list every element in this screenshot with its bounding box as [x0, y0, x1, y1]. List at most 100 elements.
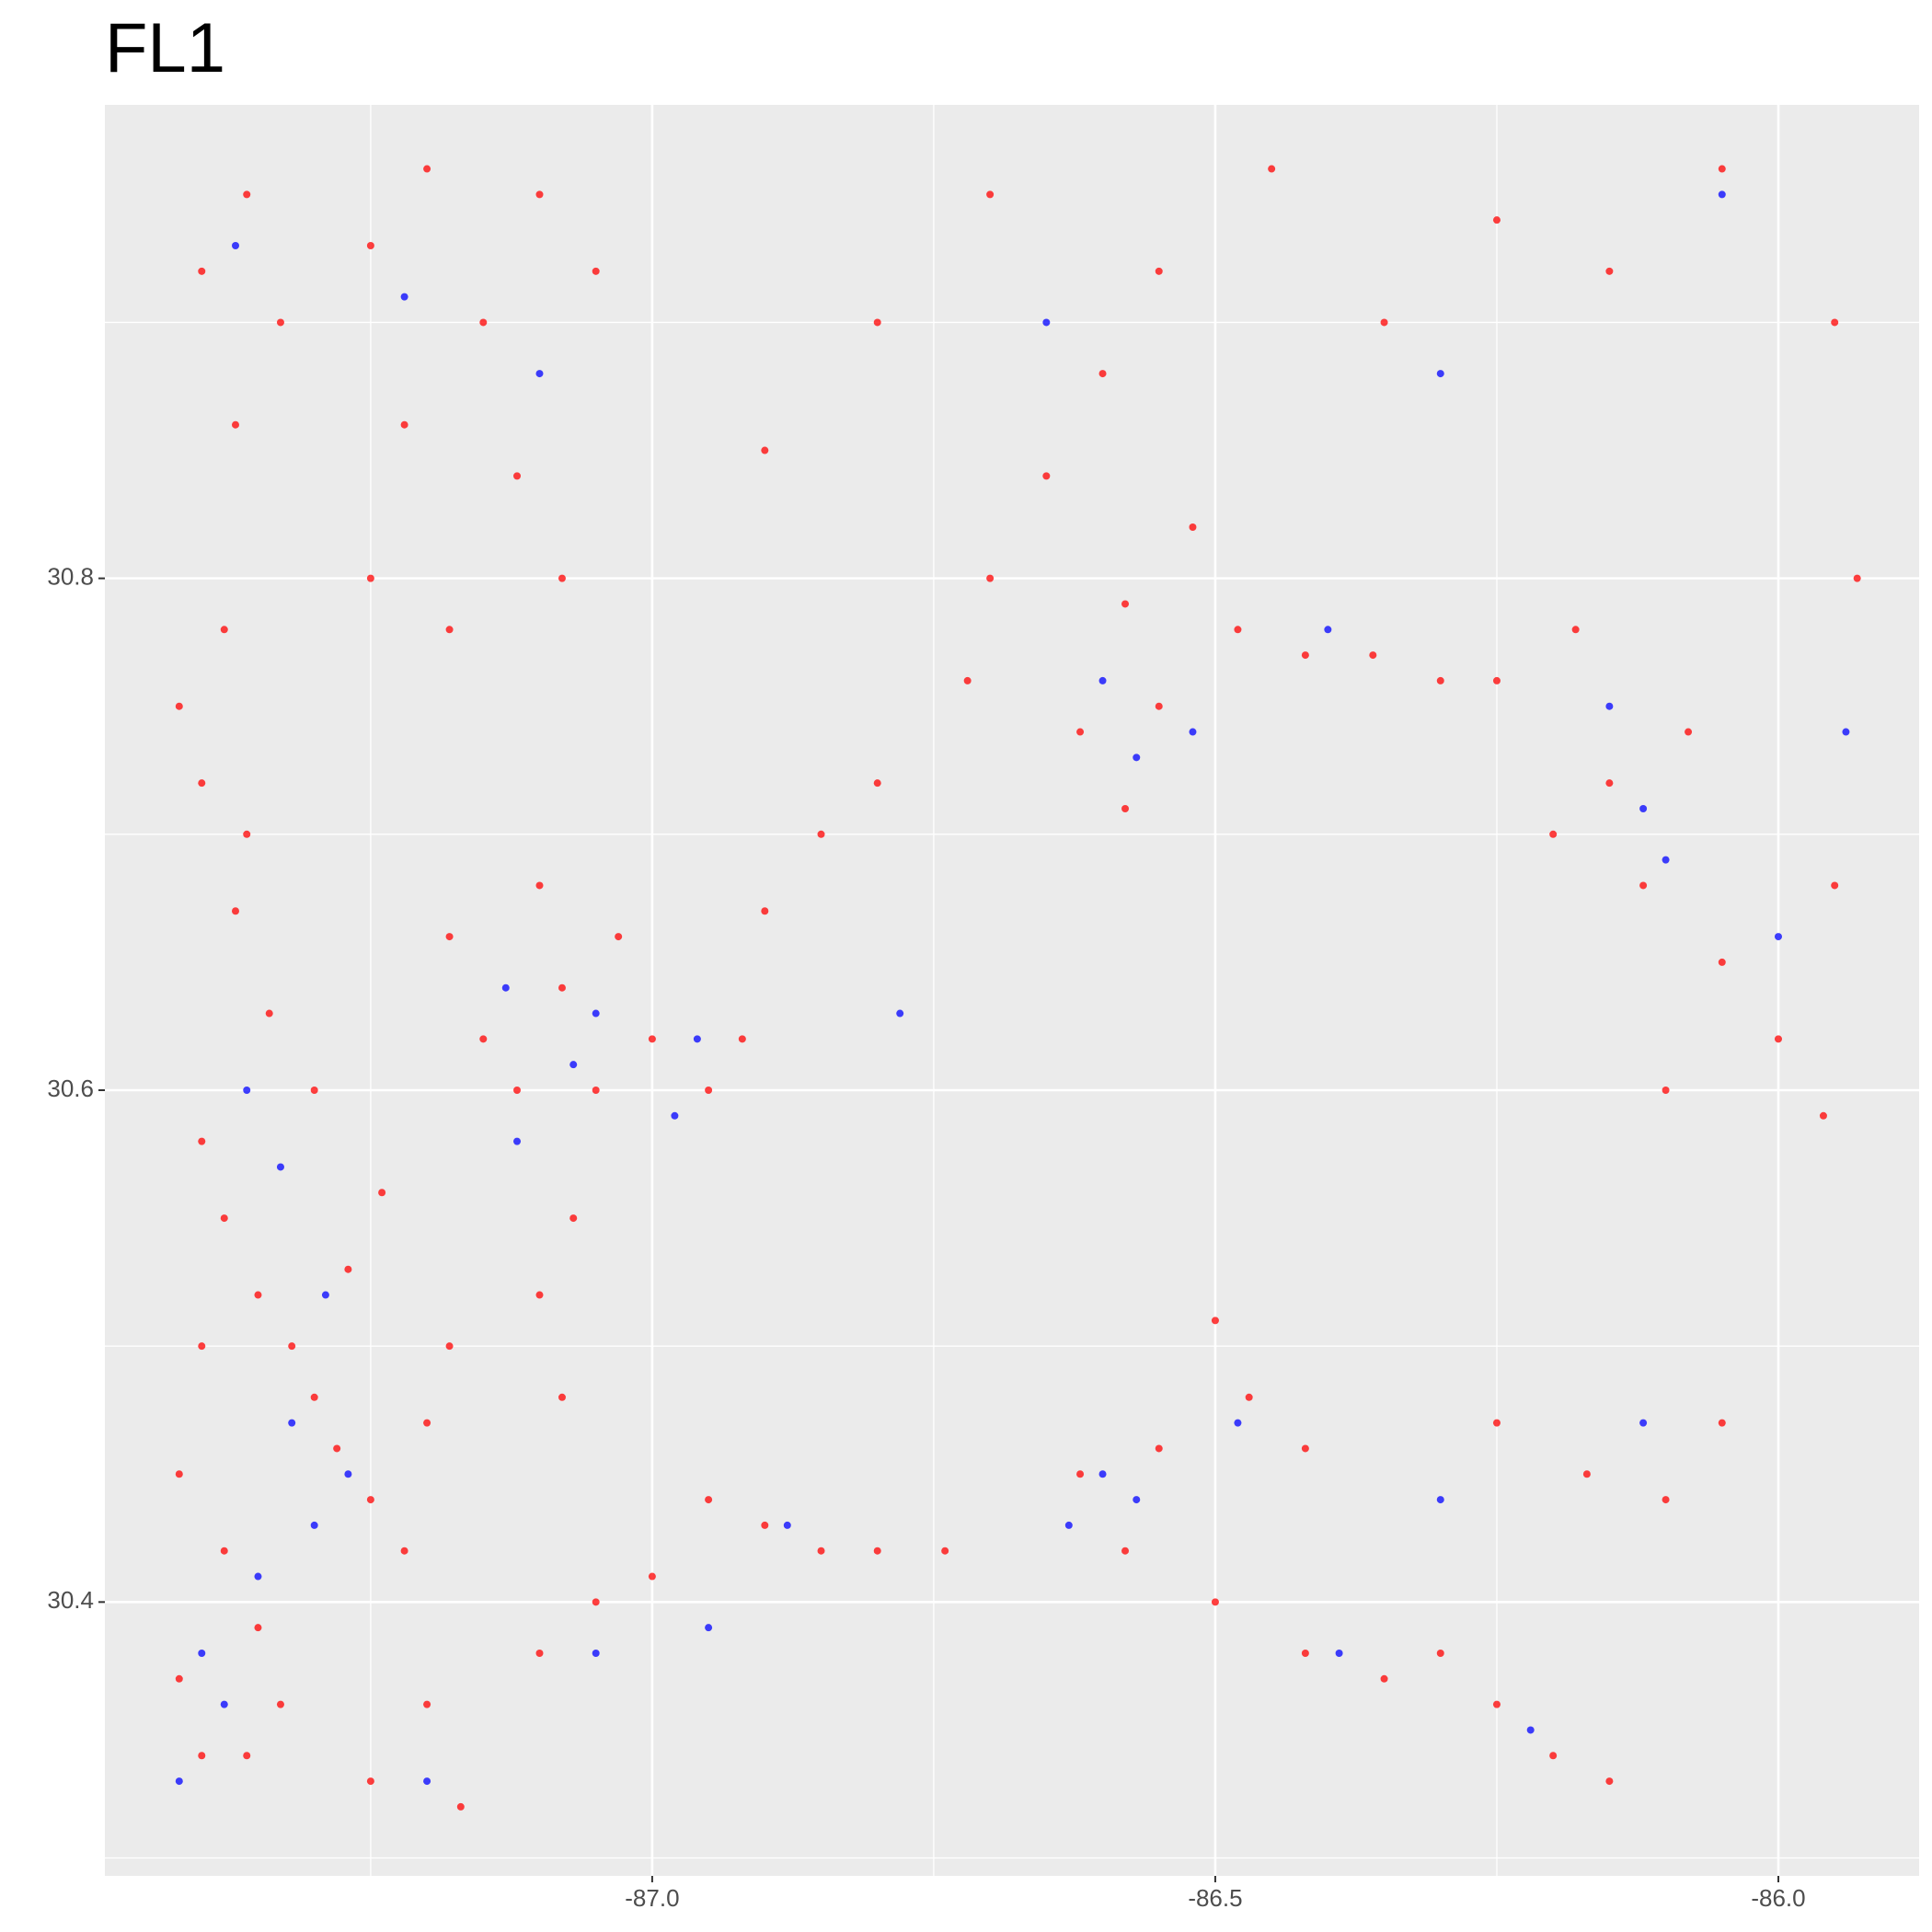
point [175, 1470, 183, 1478]
point [288, 1342, 296, 1351]
point [1098, 676, 1107, 684]
point [648, 1572, 656, 1581]
point [648, 1035, 656, 1043]
point [873, 318, 881, 327]
point [738, 1035, 746, 1043]
point [1605, 779, 1614, 788]
point [1639, 804, 1648, 812]
point [671, 1111, 679, 1120]
point [1301, 1649, 1309, 1657]
point [592, 267, 600, 275]
point [1211, 1598, 1219, 1606]
point [1662, 1086, 1670, 1094]
point [761, 1521, 769, 1529]
point [1436, 676, 1444, 684]
point [1662, 856, 1670, 864]
point [1662, 1496, 1670, 1504]
point [986, 190, 995, 199]
point [941, 1547, 949, 1555]
point [198, 1137, 206, 1145]
point [288, 1419, 296, 1427]
point [456, 1802, 465, 1811]
point [1842, 728, 1850, 736]
point [479, 1035, 488, 1043]
point [400, 1547, 408, 1555]
point [1301, 1444, 1309, 1453]
point [615, 933, 623, 941]
point [1324, 626, 1332, 634]
point [445, 626, 454, 634]
point [817, 1547, 825, 1555]
y-tick-label: 30.4 [47, 1586, 94, 1614]
point [535, 1291, 544, 1299]
point [1571, 626, 1580, 634]
point [254, 1572, 262, 1581]
point [1121, 804, 1130, 812]
point [1301, 651, 1309, 660]
point [276, 1163, 284, 1171]
point [1549, 830, 1558, 838]
point [231, 907, 239, 915]
point [366, 241, 374, 249]
point [366, 1496, 374, 1504]
point [1133, 753, 1141, 762]
point [479, 318, 488, 327]
point [963, 676, 972, 684]
point [445, 933, 454, 941]
point [198, 779, 206, 788]
point [535, 1649, 544, 1657]
point [423, 1777, 431, 1786]
point [445, 1342, 454, 1351]
x-tick-label: -86.5 [1188, 1884, 1242, 1912]
point [558, 1393, 566, 1401]
point [310, 1393, 318, 1401]
point [175, 1777, 183, 1786]
point [592, 1598, 600, 1606]
point [1492, 1419, 1501, 1427]
point [535, 881, 544, 890]
point [220, 626, 228, 634]
point [1549, 1752, 1558, 1760]
point [1774, 933, 1782, 941]
point [1189, 728, 1197, 736]
point [535, 370, 544, 378]
point [1064, 1521, 1073, 1529]
point [761, 907, 769, 915]
x-tick-label: -86.0 [1751, 1884, 1805, 1912]
point [705, 1086, 713, 1094]
point [592, 1009, 600, 1018]
point [1436, 1496, 1444, 1504]
point [378, 1189, 386, 1197]
point [501, 983, 510, 992]
point [1245, 1393, 1253, 1401]
point [558, 983, 566, 992]
point [1121, 1547, 1130, 1555]
point [175, 702, 183, 710]
point [333, 1444, 341, 1453]
point [1492, 216, 1501, 224]
point [1234, 626, 1242, 634]
point [220, 1547, 228, 1555]
point [423, 1419, 431, 1427]
point [276, 318, 284, 327]
point [254, 1291, 262, 1299]
point [592, 1649, 600, 1657]
point [1819, 1111, 1827, 1120]
point [693, 1035, 701, 1043]
point [1605, 702, 1614, 710]
point [1639, 1419, 1648, 1427]
point [558, 574, 566, 582]
point [1831, 881, 1839, 890]
point [366, 574, 374, 582]
y-tick-label: 30.8 [47, 563, 94, 591]
point [1155, 702, 1163, 710]
point [1133, 1496, 1141, 1504]
point [198, 1649, 206, 1657]
point [1582, 1470, 1591, 1478]
point [243, 190, 251, 199]
point [1076, 728, 1085, 736]
point [896, 1009, 904, 1018]
point [344, 1470, 352, 1478]
point [1718, 958, 1726, 966]
point [873, 1547, 881, 1555]
